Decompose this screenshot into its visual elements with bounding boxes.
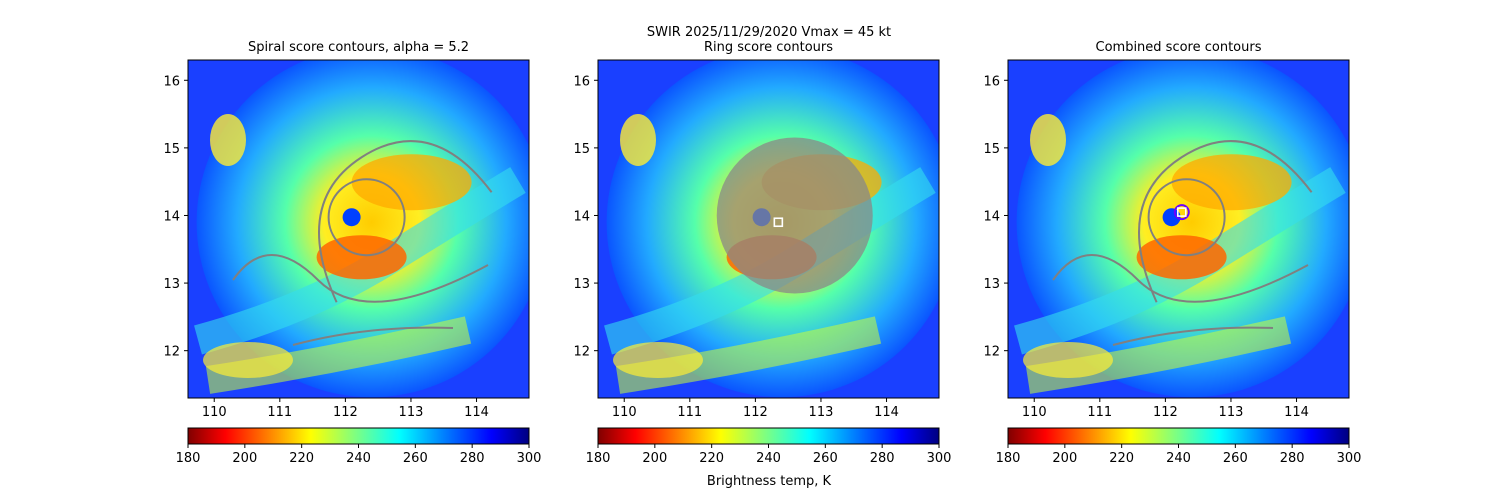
y-tick-label: 13 bbox=[163, 277, 180, 292]
colorbar-tick-label: 200 bbox=[1052, 451, 1077, 466]
center-ring bbox=[1173, 204, 1190, 221]
x-tick-label: 113 bbox=[809, 405, 834, 420]
x-tick-label: 114 bbox=[464, 405, 489, 420]
colorbar-tick-label: 260 bbox=[1223, 451, 1248, 466]
score-contours bbox=[1052, 140, 1313, 346]
colorbar-tick-label: 180 bbox=[176, 451, 201, 466]
y-tick-label: 16 bbox=[163, 74, 180, 89]
axes-frame bbox=[597, 59, 940, 399]
colorbar-tick-label: 220 bbox=[289, 451, 314, 466]
y-tick-label: 15 bbox=[573, 142, 590, 157]
x-tick-label: 111 bbox=[1087, 405, 1112, 420]
x-tick-label: 114 bbox=[874, 405, 899, 420]
colorbar-tick-label: 280 bbox=[460, 451, 485, 466]
colorbar-tick-label: 180 bbox=[586, 451, 611, 466]
colorbar-label: Brightness temp, K bbox=[707, 474, 832, 489]
x-tick-label: 111 bbox=[677, 405, 702, 420]
colorbar-tick-label: 280 bbox=[870, 451, 895, 466]
colorbar bbox=[597, 427, 940, 445]
y-tick-label: 14 bbox=[163, 209, 180, 224]
x-tick-label: 112 bbox=[333, 405, 358, 420]
panel-title: Spiral score contours, alpha = 5.2 bbox=[248, 40, 469, 55]
x-tick-label: 110 bbox=[612, 405, 637, 420]
colorbar-tick-label: 260 bbox=[403, 451, 428, 466]
colorbar-tick-label: 300 bbox=[517, 451, 542, 466]
colorbar-tick-label: 280 bbox=[1280, 451, 1305, 466]
y-tick-label: 15 bbox=[983, 142, 1000, 157]
y-tick-label: 16 bbox=[573, 74, 590, 89]
colorbar-tick-label: 180 bbox=[996, 451, 1021, 466]
colorbar-tick-label: 300 bbox=[1337, 451, 1362, 466]
center-marker bbox=[773, 217, 784, 228]
y-tick-label: 12 bbox=[983, 345, 1000, 360]
axes-frame bbox=[187, 59, 530, 399]
x-tick-label: 110 bbox=[202, 405, 227, 420]
colorbar-tick-label: 240 bbox=[756, 451, 781, 466]
satellite-image bbox=[188, 60, 529, 398]
y-tick-label: 12 bbox=[163, 345, 180, 360]
x-tick-label: 113 bbox=[1219, 405, 1244, 420]
x-tick-label: 111 bbox=[267, 405, 292, 420]
colorbar-tick-label: 240 bbox=[1166, 451, 1191, 466]
center-marker bbox=[1176, 207, 1187, 217]
colorbar-tick-label: 220 bbox=[699, 451, 724, 466]
colorbar-tick-label: 240 bbox=[346, 451, 371, 466]
panel-1: Spiral score contours, alpha = 5.2 110 111… bbox=[163, 40, 542, 466]
colorbar bbox=[187, 427, 530, 445]
colorbar bbox=[1007, 427, 1350, 445]
y-tick-label: 13 bbox=[983, 277, 1000, 292]
score-contours bbox=[232, 140, 493, 346]
y-tick-label: 14 bbox=[983, 209, 1000, 224]
colorbar-tick-label: 200 bbox=[642, 451, 667, 466]
colorbar-tick-label: 300 bbox=[927, 451, 952, 466]
colorbar-tick-label: 260 bbox=[813, 451, 838, 466]
x-tick-label: 113 bbox=[399, 405, 424, 420]
x-tick-label: 110 bbox=[1022, 405, 1047, 420]
colorbar-tick-label: 220 bbox=[1109, 451, 1134, 466]
x-tick-label: 112 bbox=[1153, 405, 1178, 420]
y-tick-label: 13 bbox=[573, 277, 590, 292]
panel-3: Combined score contours 110 111 112 113 114 12… bbox=[983, 40, 1362, 466]
x-tick-label: 114 bbox=[1284, 405, 1309, 420]
panel-title: Combined score contours bbox=[1096, 40, 1262, 55]
y-tick-label: 16 bbox=[983, 74, 1000, 89]
panel-2: Ring score contours 110 111 112 113 114 12 13 14… bbox=[573, 40, 952, 466]
y-tick-label: 12 bbox=[573, 345, 590, 360]
colorbar-tick-label: 200 bbox=[232, 451, 257, 466]
satellite-image bbox=[598, 60, 939, 398]
panel-title: Ring score contours bbox=[704, 40, 833, 55]
score-contours bbox=[716, 137, 873, 294]
x-tick-label: 112 bbox=[743, 405, 768, 420]
satellite-image bbox=[1008, 60, 1349, 398]
y-tick-label: 15 bbox=[163, 142, 180, 157]
axes-frame bbox=[1007, 59, 1350, 399]
figure-suptitle: SWIR 2025/11/29/2020 Vmax = 45 kt bbox=[647, 25, 891, 40]
y-tick-label: 14 bbox=[573, 209, 590, 224]
